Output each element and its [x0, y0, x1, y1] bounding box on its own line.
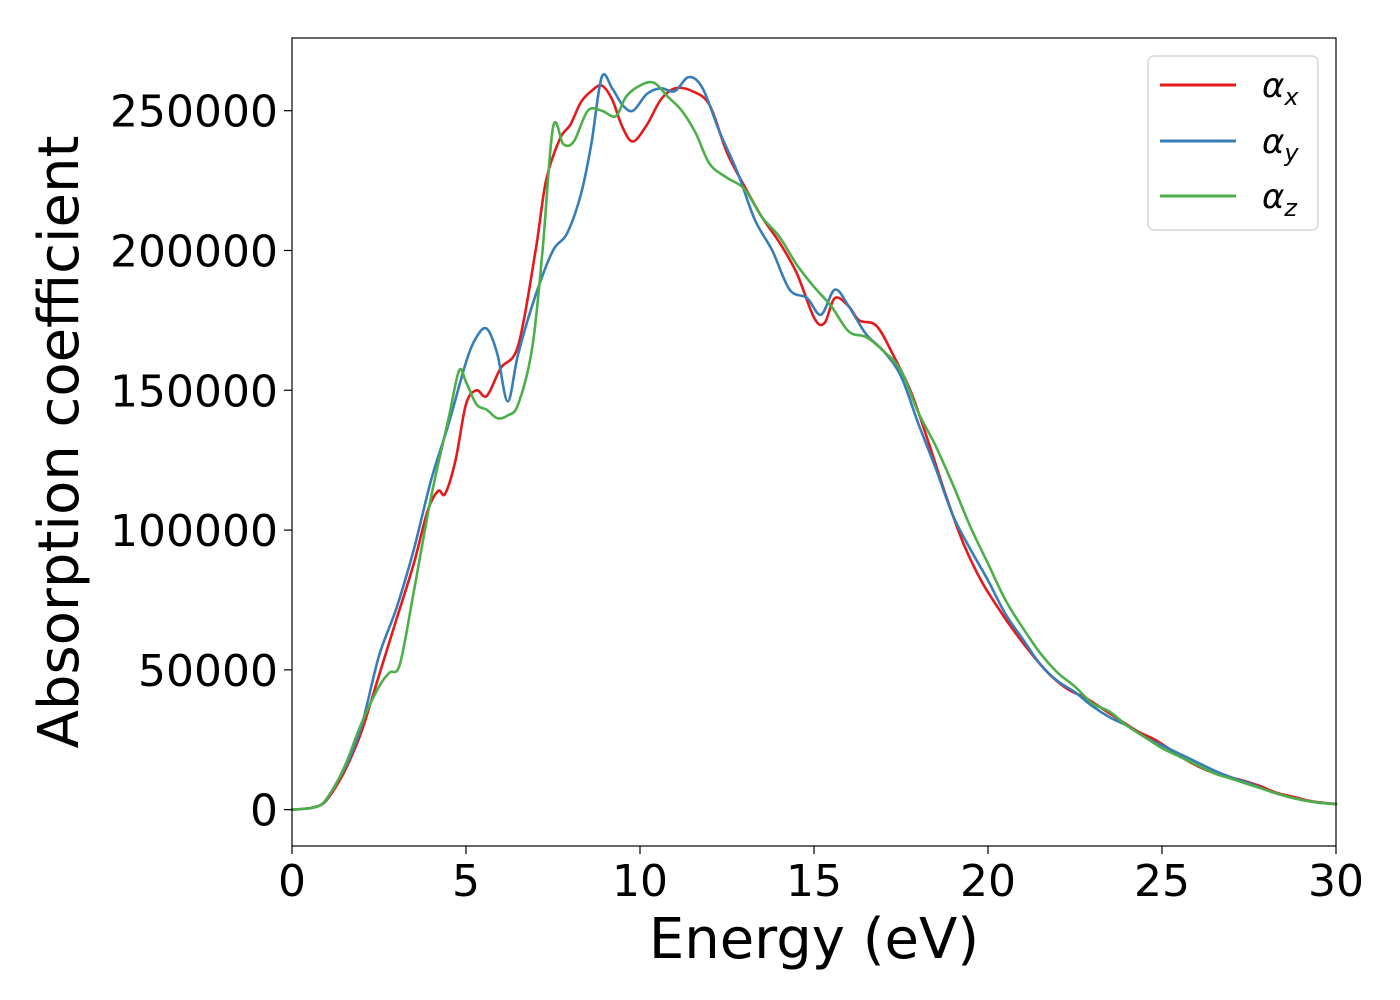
legend-symbol-alpha-z: α	[1262, 177, 1284, 217]
legend-symbol-alpha-x: α	[1262, 66, 1284, 106]
legend-label-alpha-y: αy	[1262, 122, 1299, 167]
y-axis-title: Absorption coefficient	[27, 136, 92, 749]
legend-label-alpha-z: αz	[1262, 177, 1298, 222]
y-tick-label: 250000	[110, 87, 278, 138]
x-axis-title: Energy (eV)	[649, 907, 979, 972]
y-tick-label: 0	[250, 786, 278, 837]
y-tick-label: 100000	[110, 506, 278, 557]
legend-subscript-y: y	[1283, 139, 1299, 167]
legend-symbol-alpha-y: α	[1262, 122, 1284, 162]
legend-subscript-x: x	[1283, 83, 1299, 111]
x-tick-label: 5	[452, 856, 480, 907]
x-tick-label: 15	[786, 856, 842, 907]
y-tick-label: 50000	[138, 646, 278, 697]
series-line-alpha-z	[290, 80, 1338, 811]
x-tick-label: 20	[960, 856, 1016, 907]
y-tick-label: 200000	[110, 226, 278, 277]
legend-subscript-z: z	[1283, 194, 1298, 222]
x-tick-label: 25	[1134, 856, 1190, 907]
x-tick-label: 0	[278, 856, 306, 907]
x-axis-ticks: 0 5 10 15 20 25 30	[278, 846, 1364, 907]
legend: αx αy αz	[1147, 55, 1319, 231]
x-tick-label: 30	[1308, 856, 1364, 907]
y-axis-ticks: 0 50000 100000 150000 200000 250000	[110, 87, 292, 837]
legend-box	[1147, 55, 1319, 231]
legend-label-alpha-x: αx	[1262, 66, 1299, 111]
y-tick-label: 150000	[110, 366, 278, 417]
x-tick-label: 10	[612, 856, 668, 907]
series-layer	[290, 73, 1338, 811]
